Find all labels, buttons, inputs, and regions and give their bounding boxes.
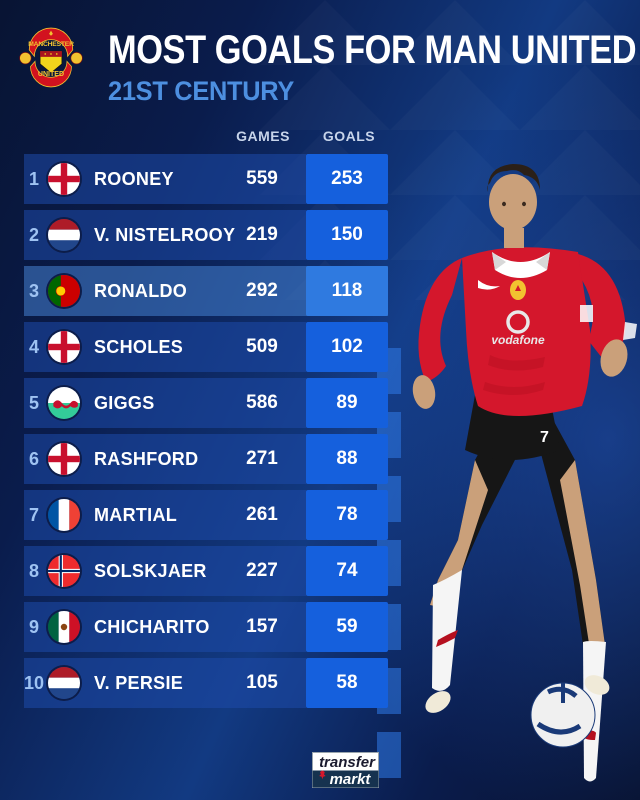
svg-text:MANCHESTER: MANCHESTER: [28, 41, 74, 48]
svg-text:UNITED: UNITED: [38, 71, 64, 78]
svg-text:7: 7: [540, 429, 549, 446]
svg-text:transfer: transfer: [319, 754, 376, 771]
svg-text:markt: markt: [330, 771, 372, 788]
svg-text:vodafone: vodafone: [491, 333, 545, 347]
